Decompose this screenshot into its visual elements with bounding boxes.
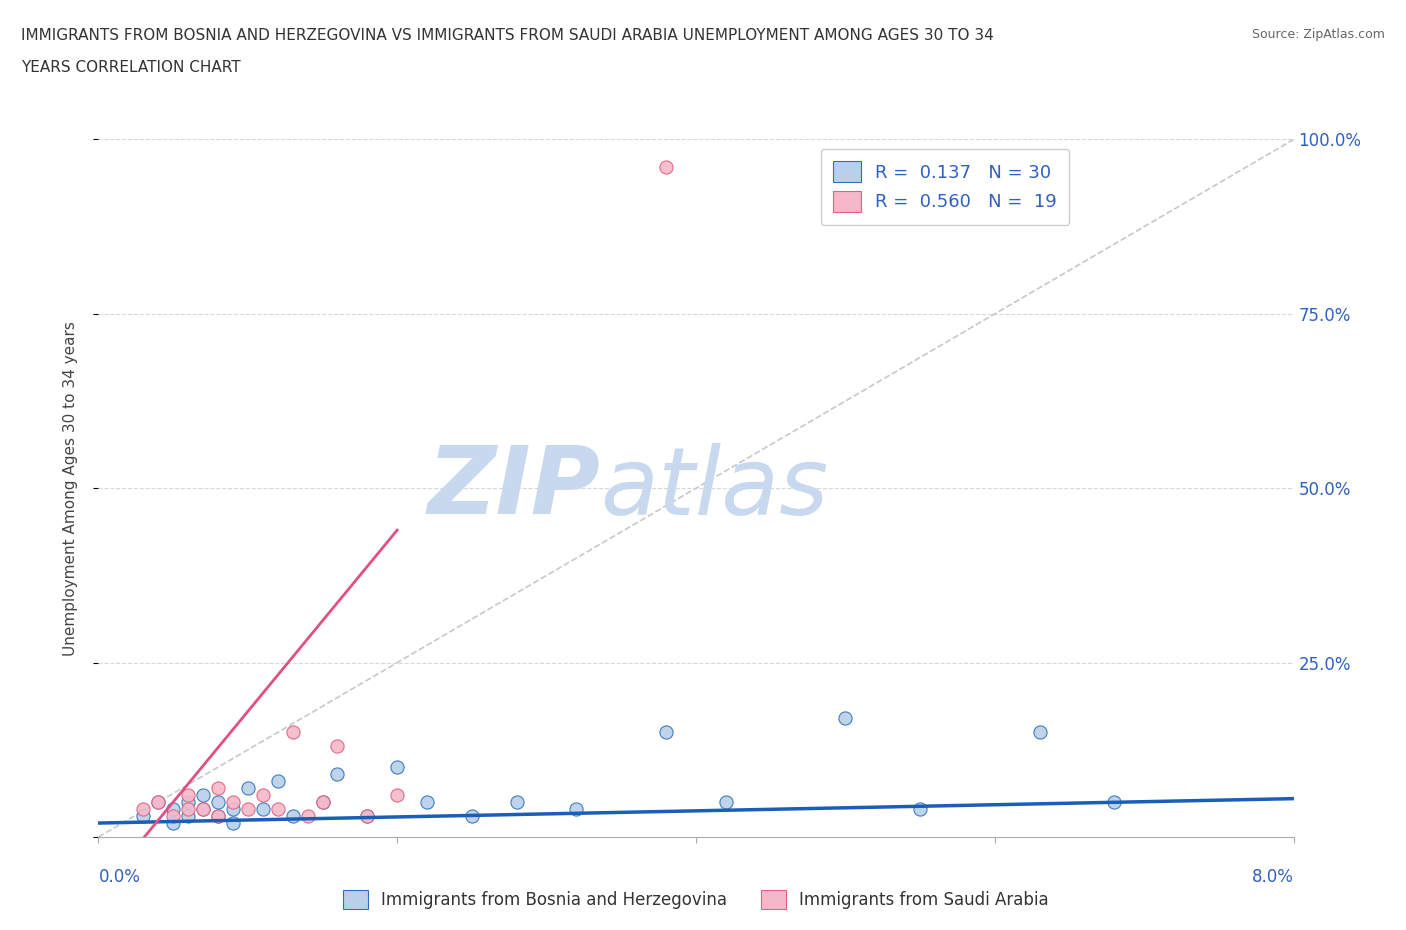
Point xyxy=(222,802,245,817)
Point xyxy=(132,809,155,824)
Point xyxy=(356,809,378,824)
Point xyxy=(655,160,678,175)
Point xyxy=(416,794,439,809)
Point xyxy=(222,794,245,809)
Point xyxy=(267,774,290,789)
Point xyxy=(252,788,274,803)
Point xyxy=(311,794,333,809)
Point xyxy=(207,781,229,796)
Point xyxy=(207,809,229,824)
Point xyxy=(162,802,184,817)
Point xyxy=(506,794,529,809)
Point xyxy=(834,711,856,725)
Point xyxy=(267,802,290,817)
Point xyxy=(326,738,349,753)
Point xyxy=(162,809,184,824)
Point xyxy=(385,760,409,775)
Point xyxy=(177,809,200,824)
Text: atlas: atlas xyxy=(600,443,828,534)
Point xyxy=(461,809,484,824)
Text: YEARS CORRELATION CHART: YEARS CORRELATION CHART xyxy=(21,60,240,75)
Point xyxy=(191,788,214,803)
Point xyxy=(326,766,349,781)
Point xyxy=(222,816,245,830)
Point xyxy=(311,794,333,809)
Point xyxy=(132,802,155,817)
Point xyxy=(281,809,304,824)
Y-axis label: Unemployment Among Ages 30 to 34 years: Unemployment Among Ages 30 to 34 years xyxy=(63,321,77,656)
Text: 8.0%: 8.0% xyxy=(1251,869,1294,886)
Point xyxy=(191,802,214,817)
Point xyxy=(148,794,170,809)
Point xyxy=(252,802,274,817)
Text: Source: ZipAtlas.com: Source: ZipAtlas.com xyxy=(1251,28,1385,41)
Point xyxy=(281,725,304,740)
Point xyxy=(148,794,170,809)
Point xyxy=(297,809,319,824)
Text: ZIP: ZIP xyxy=(427,443,600,534)
Point xyxy=(1102,794,1125,809)
Point xyxy=(655,725,678,740)
Point xyxy=(236,802,259,817)
Point xyxy=(207,809,229,824)
Point xyxy=(177,788,200,803)
Point xyxy=(385,788,409,803)
Text: IMMIGRANTS FROM BOSNIA AND HERZEGOVINA VS IMMIGRANTS FROM SAUDI ARABIA UNEMPLOYM: IMMIGRANTS FROM BOSNIA AND HERZEGOVINA V… xyxy=(21,28,994,43)
Point xyxy=(1028,725,1050,740)
Point xyxy=(191,802,214,817)
Point xyxy=(565,802,588,817)
Point xyxy=(162,816,184,830)
Point xyxy=(177,802,200,817)
Point xyxy=(177,794,200,809)
Point xyxy=(207,794,229,809)
Point xyxy=(714,794,737,809)
Point xyxy=(236,781,259,796)
Point xyxy=(356,809,378,824)
Text: 0.0%: 0.0% xyxy=(98,869,141,886)
Point xyxy=(908,802,931,817)
Legend: Immigrants from Bosnia and Herzegovina, Immigrants from Saudi Arabia: Immigrants from Bosnia and Herzegovina, … xyxy=(333,880,1059,920)
